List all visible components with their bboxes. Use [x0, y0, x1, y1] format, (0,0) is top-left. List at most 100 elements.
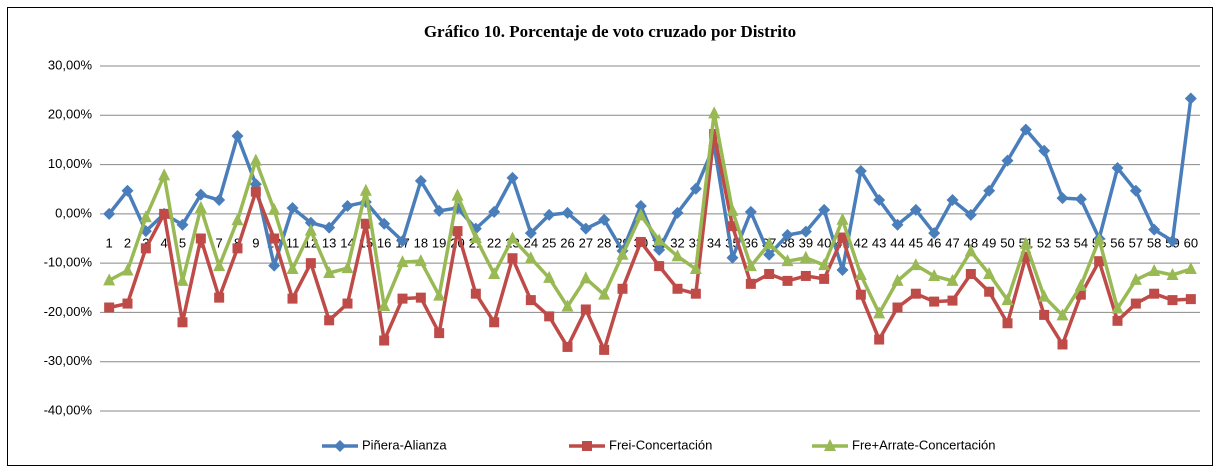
x-tick-label: 34: [707, 235, 721, 250]
y-tick-label: 0,00%: [55, 205, 92, 220]
x-tick-label: 47: [945, 235, 959, 250]
marker: [194, 200, 207, 213]
y-tick-label: -40,00%: [44, 402, 93, 417]
marker: [1148, 223, 1161, 236]
marker: [379, 335, 390, 346]
y-tick-label: 20,00%: [48, 107, 93, 122]
marker: [213, 259, 226, 272]
marker: [891, 273, 904, 286]
marker: [836, 264, 849, 277]
x-tick-label: 2: [124, 235, 131, 250]
marker: [231, 129, 244, 142]
x-tick-label: 32: [670, 235, 684, 250]
marker: [562, 341, 573, 352]
marker: [543, 270, 556, 283]
marker: [653, 243, 666, 256]
legend-label: Frei-Concertación: [609, 437, 712, 452]
marker: [543, 208, 556, 221]
marker: [708, 106, 721, 119]
marker: [1111, 301, 1124, 314]
marker: [469, 231, 482, 244]
marker: [1148, 264, 1161, 277]
marker: [910, 288, 921, 299]
marker: [763, 236, 776, 249]
marker: [946, 273, 959, 286]
marker: [891, 218, 904, 231]
marker: [582, 441, 592, 451]
marker: [506, 171, 519, 184]
marker: [764, 268, 775, 279]
marker: [121, 184, 134, 197]
marker: [1039, 309, 1050, 320]
marker: [304, 216, 317, 229]
x-tick-label: 56: [1110, 235, 1124, 250]
marker: [396, 234, 409, 247]
marker: [983, 266, 996, 279]
marker: [286, 262, 299, 275]
marker: [799, 250, 812, 263]
x-tick-label: 19: [432, 235, 446, 250]
x-tick-label: 9: [252, 235, 259, 250]
marker: [819, 273, 830, 284]
x-tick-label: 44: [890, 235, 904, 250]
y-tick-label: -10,00%: [44, 255, 93, 270]
x-tick-label: 25: [542, 235, 556, 250]
marker: [176, 218, 189, 231]
marker: [824, 439, 836, 451]
x-tick-label: 1: [106, 235, 113, 250]
marker: [763, 248, 776, 261]
marker: [1002, 318, 1013, 329]
x-tick-label: 48: [964, 235, 978, 250]
marker: [286, 201, 299, 214]
marker: [1019, 236, 1032, 249]
x-tick-label: 53: [1055, 235, 1069, 250]
series: [104, 129, 1196, 355]
marker: [1184, 92, 1197, 105]
x-tick-label: 42: [854, 235, 868, 250]
marker: [854, 164, 867, 177]
marker: [671, 249, 684, 262]
y-tick-label: 10,00%: [48, 156, 93, 171]
series: [103, 106, 1197, 321]
marker: [489, 317, 500, 328]
marker: [580, 304, 591, 315]
legend-label: Piñera-Alianza: [362, 437, 447, 452]
marker: [360, 218, 371, 229]
legend-label: Fre+Arrate-Concertación: [852, 437, 995, 452]
marker: [1130, 298, 1141, 309]
x-tick-label: 60: [1184, 235, 1198, 250]
marker: [1056, 308, 1069, 321]
marker: [617, 283, 628, 294]
marker: [1056, 192, 1069, 205]
marker: [616, 247, 629, 260]
x-tick-label: 36: [744, 235, 758, 250]
marker: [1020, 251, 1031, 262]
marker: [525, 295, 536, 306]
x-tick-label: 43: [872, 235, 886, 250]
marker: [634, 199, 647, 212]
series-line: [108, 132, 1191, 352]
marker: [122, 298, 133, 309]
marker: [269, 233, 280, 244]
marker: [1166, 234, 1179, 247]
marker: [1129, 184, 1142, 197]
marker: [1184, 262, 1197, 275]
marker: [928, 227, 941, 240]
marker: [1167, 295, 1178, 306]
marker: [818, 203, 831, 216]
marker: [378, 217, 391, 230]
marker: [781, 229, 794, 242]
marker: [690, 288, 701, 299]
marker: [799, 225, 812, 238]
marker: [1093, 232, 1106, 245]
legend-item: Fre+Arrate-Concertación: [812, 437, 995, 452]
marker: [213, 194, 226, 207]
marker: [397, 293, 408, 304]
x-tick-label: 39: [799, 235, 813, 250]
marker: [689, 182, 702, 195]
x-tick-label: 54: [1074, 235, 1088, 250]
marker: [928, 268, 941, 281]
marker: [231, 213, 244, 226]
marker: [984, 286, 995, 297]
marker: [709, 129, 720, 140]
